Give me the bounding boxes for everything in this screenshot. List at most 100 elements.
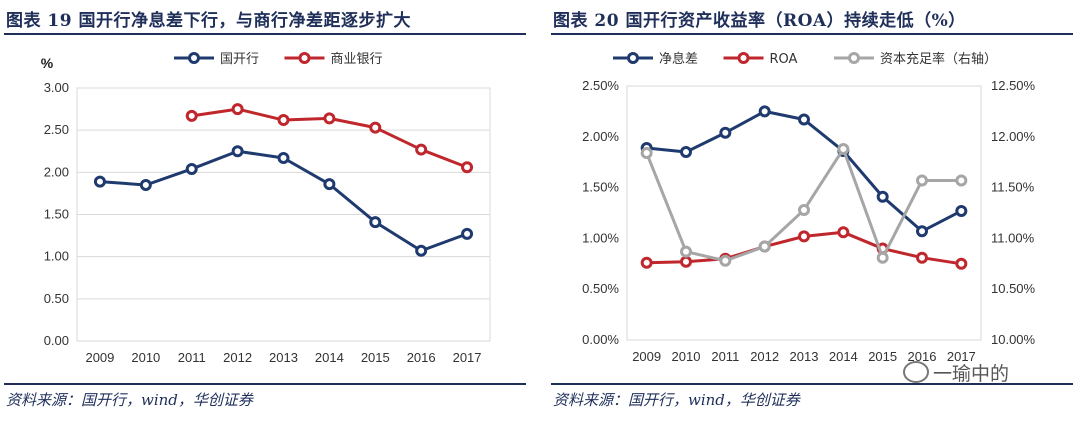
y-tick-label: 1.00 (44, 249, 69, 264)
y-tick-label: 1.50 (44, 207, 69, 222)
x-tick-label: 2017 (453, 350, 482, 365)
y-tick-label: 2.00 (44, 164, 69, 179)
y2-tick-label: 10.00% (991, 332, 1036, 347)
x-tick-label: 2016 (407, 350, 436, 365)
plot-area (626, 85, 982, 341)
legend-label: 资本充足率（右轴） (880, 51, 997, 67)
data-point (369, 121, 382, 134)
x-tick-label: 2009 (632, 349, 661, 364)
data-point (680, 255, 692, 268)
legend-entry: ROA (723, 52, 798, 67)
figure-19-top-rule (4, 33, 526, 35)
x-tick-label: 2011 (711, 349, 739, 364)
figure-20-panel: 图表 20 国开行资产收益率（ROA）持续走低（%） 0.00% 0.50% 1.0… (551, 0, 1079, 422)
figure-20-chart: 0.00% 0.50% 1.00% 1.50% 2.00% 2.50% 10.00% 10.5… (582, 51, 1036, 364)
x-tick-label: 2015 (868, 349, 897, 364)
x-tick-label: 2016 (908, 349, 937, 364)
data-point (640, 147, 653, 160)
data-point (185, 109, 198, 122)
data-point (916, 225, 928, 238)
y-tick-label: 0.00% (582, 332, 619, 347)
y-tick-label: 1.50% (582, 180, 619, 195)
y-tick-label: 2.50% (582, 78, 619, 93)
data-point (758, 240, 771, 253)
data-point (798, 203, 810, 216)
legend-entry: 资本充足率（右轴） (834, 51, 997, 67)
legend-marker (627, 52, 639, 64)
data-point (231, 103, 244, 116)
data-point (798, 113, 810, 126)
y-tick-label: 2.00% (582, 129, 619, 144)
x-tick-label: 2009 (85, 350, 114, 365)
x-tick-label: 2010 (672, 349, 701, 364)
legend-marker (298, 52, 311, 64)
y2-tick-label: 11.50% (991, 180, 1035, 195)
y-tick-label: 2.50 (44, 122, 69, 137)
data-point (277, 114, 290, 127)
legend-marker (737, 52, 750, 64)
x-tick-label: 2011 (178, 350, 206, 365)
y2-tick-label: 12.00% (991, 129, 1036, 144)
x-tick-label: 2014 (315, 350, 344, 365)
legend-label: 国开行 (220, 52, 259, 67)
data-point (680, 146, 692, 159)
y2-tick-label: 12.50% (991, 78, 1036, 93)
x-tick-label: 2013 (269, 350, 298, 365)
watermark-text: 一瑜中的 (933, 363, 1010, 385)
data-point (876, 251, 889, 264)
legend-label: ROA (770, 52, 798, 67)
data-point (955, 257, 968, 270)
data-point (93, 175, 106, 188)
figure-20-title: 图表 20 国开行资产收益率（ROA）持续走低（%） (553, 11, 966, 31)
data-point (798, 230, 810, 243)
figure-20-bottom-rule (551, 383, 1073, 385)
data-point (955, 174, 968, 187)
data-point (277, 151, 290, 164)
data-point (139, 178, 152, 191)
data-point (369, 216, 382, 229)
data-point (758, 105, 771, 118)
y2-tick-label: 10.50% (991, 281, 1036, 296)
data-point (640, 256, 653, 269)
legend-entry: 国开行 (174, 52, 259, 67)
data-point (680, 245, 692, 258)
data-point (837, 142, 850, 155)
x-tick-label: 2010 (131, 350, 160, 365)
x-tick-label: 2013 (790, 349, 819, 364)
y-tick-label: 1.00% (582, 230, 619, 245)
data-point (837, 226, 850, 239)
y-tick-label: 0.50% (582, 281, 619, 296)
data-point (185, 162, 198, 175)
y2-tick-label: 11.00% (991, 230, 1035, 245)
legend-label: 净息差 (659, 51, 698, 67)
data-point (323, 112, 336, 125)
legend-marker (848, 52, 860, 64)
data-point (719, 254, 732, 267)
figure-19-chart: 0.00 0.50 1.00 1.50 2.00 2.50 3.00 2009 2010 2011… (41, 52, 491, 365)
data-point (231, 145, 244, 158)
legend-marker (188, 52, 200, 64)
data-point (461, 161, 474, 174)
data-point (415, 244, 428, 257)
x-tick-label: 2017 (947, 349, 976, 364)
series-line (99, 149, 468, 253)
figure-19-title: 图表 19 国开行净息差下行，与商行净差距逐步扩大 (6, 11, 411, 31)
legend-entry: 净息差 (613, 51, 698, 67)
figure-20-top-rule (551, 33, 1073, 35)
watermark: 一瑜中的 (903, 359, 1009, 386)
legend-label: 商业银行 (331, 52, 383, 67)
data-point (916, 174, 928, 187)
x-tick-label: 2012 (223, 350, 252, 365)
data-point (916, 251, 928, 264)
y-tick-label: 3.00 (44, 80, 69, 95)
figure-19-source: 资料来源：国开行，wind，华创证券 (6, 391, 253, 409)
data-point (323, 178, 336, 191)
data-point (719, 126, 732, 139)
wechat-icon (903, 361, 929, 383)
data-point (876, 190, 889, 203)
y-axis-unit: % (41, 55, 54, 71)
figure-20-source: 资料来源：国开行，wind，华创证券 (553, 391, 800, 409)
x-tick-label: 2015 (361, 350, 390, 365)
y-tick-label: 0.50 (44, 291, 69, 306)
x-tick-label: 2014 (829, 349, 858, 364)
